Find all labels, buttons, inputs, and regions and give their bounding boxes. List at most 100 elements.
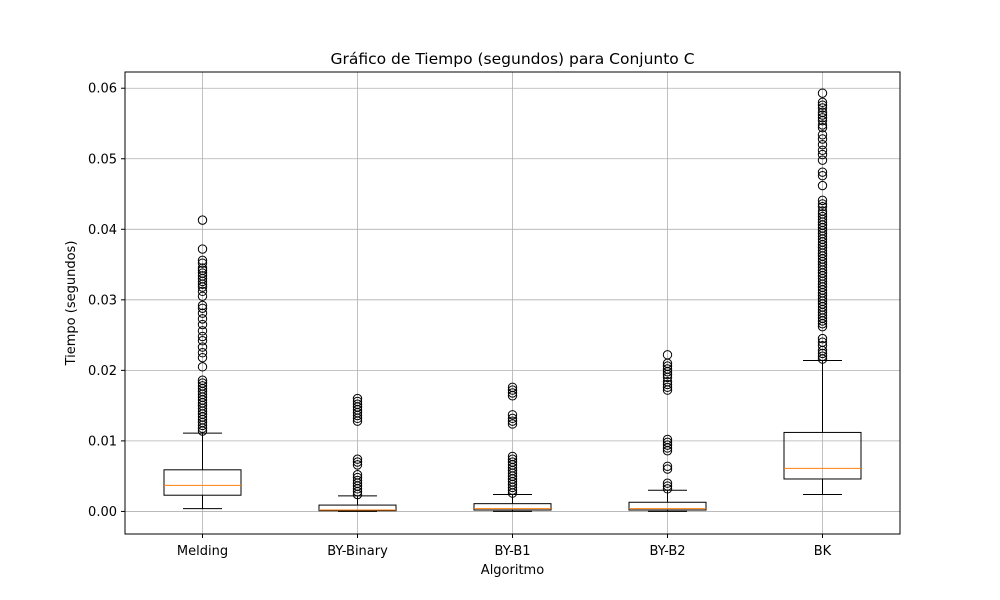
box-group-melding — [163, 215, 242, 510]
y-tick-label: 0.00 — [88, 505, 117, 520]
outlier-point — [817, 351, 828, 361]
boxes-layer — [163, 88, 862, 512]
outlier-point — [662, 361, 673, 371]
outlier-point — [197, 352, 208, 363]
y-tick-label: 0.06 — [88, 82, 117, 97]
outlier-point — [197, 263, 208, 273]
outlier-point — [817, 167, 828, 177]
y-tick-label: 0.03 — [88, 293, 117, 308]
y-tick-label: 0.01 — [88, 434, 117, 449]
outlier-point — [817, 120, 828, 130]
outlier-point — [817, 155, 828, 165]
box-group-by-b2 — [628, 350, 707, 512]
chart-title: Gráfico de Tiempo (segundos) para Conjun… — [330, 50, 694, 68]
outlier-point — [197, 342, 208, 352]
y-tick-label: 0.04 — [88, 223, 117, 238]
box-iqr — [318, 504, 397, 512]
outlier-point — [352, 460, 363, 470]
x-tick-label: BY-Binary — [327, 544, 388, 559]
outlier-point — [662, 434, 673, 445]
outlier-point — [817, 145, 828, 155]
outlier-point — [817, 170, 828, 181]
box-iqr — [163, 469, 242, 496]
outlier-point — [352, 454, 363, 464]
outlier-point — [197, 215, 208, 225]
outlier-point — [662, 484, 673, 494]
outlier-point — [197, 258, 208, 268]
outlier-point — [507, 419, 518, 429]
outlier-point — [507, 416, 518, 426]
outlier-point — [197, 375, 208, 385]
outlier-point — [197, 286, 208, 297]
box-iqr — [628, 501, 707, 511]
outlier-point — [817, 113, 828, 123]
outlier-point — [817, 199, 828, 209]
outlier-point — [352, 396, 363, 407]
outlier-point — [352, 472, 363, 483]
outlier-point — [817, 149, 828, 160]
outlier-point — [662, 478, 673, 488]
outlier-point — [197, 381, 208, 391]
outlier-point — [662, 376, 673, 387]
outlier-point — [352, 475, 363, 486]
outlier-point — [507, 454, 518, 464]
x-tick-label: BY-B2 — [649, 544, 685, 559]
x-tick-label: BK — [814, 544, 832, 559]
outlier-point — [197, 244, 208, 254]
outlier-point — [817, 130, 828, 140]
outlier-point — [507, 388, 518, 398]
outlier-point — [352, 470, 363, 480]
x-axis-ticks: Melding BY-Binary BY-B1 BY-B2 BK — [177, 534, 832, 559]
outlier-point — [817, 211, 828, 222]
outlier-point — [197, 326, 208, 336]
outlier-point — [817, 134, 828, 144]
outlier-point — [662, 379, 673, 390]
y-axis-ticks: 0.00 0.01 0.02 0.03 0.04 0.05 0.06 — [88, 82, 125, 520]
outlier-point — [197, 331, 208, 342]
outlier-point — [817, 88, 828, 98]
outlier-point — [197, 268, 208, 278]
outlier-point — [662, 364, 673, 374]
outlier-point — [817, 195, 828, 206]
outlier-point — [507, 382, 518, 392]
outlier-point — [197, 300, 208, 311]
outlier-point — [662, 461, 673, 471]
grid-lines — [125, 72, 900, 534]
outlier-point — [662, 464, 673, 474]
outlier-point — [817, 340, 828, 351]
outlier-point — [817, 139, 828, 150]
outlier-point — [352, 457, 363, 467]
outlier-point — [817, 348, 828, 359]
box-group-by-b1 — [473, 382, 552, 512]
y-axis-label: Tiempo (segundos) — [64, 241, 79, 367]
outlier-point — [817, 209, 828, 219]
outlier-point — [662, 382, 673, 392]
outlier-point — [817, 202, 828, 212]
outlier-point — [197, 291, 208, 301]
outlier-point — [197, 314, 208, 324]
y-tick-label: 0.02 — [88, 364, 117, 379]
outlier-point — [507, 457, 518, 467]
outlier-point — [197, 319, 208, 330]
outlier-point — [352, 393, 363, 404]
outlier-point — [197, 308, 208, 318]
outlier-point — [662, 437, 673, 448]
outlier-point — [662, 481, 673, 491]
outlier-point — [817, 100, 828, 110]
x-tick-label: Melding — [177, 544, 228, 559]
outlier-point — [817, 333, 828, 344]
outlier-point — [817, 97, 828, 108]
outlier-point — [817, 337, 828, 347]
outlier-point — [197, 362, 208, 372]
outlier-point — [197, 255, 208, 266]
outlier-point — [817, 103, 828, 113]
outlier-point — [662, 350, 673, 360]
outlier-point — [352, 399, 363, 409]
outlier-point — [197, 336, 208, 346]
outlier-point — [197, 303, 208, 313]
outlier-point — [817, 123, 828, 133]
box-iqr — [473, 503, 552, 511]
box-iqr — [783, 431, 862, 480]
outlier-point — [662, 440, 673, 450]
